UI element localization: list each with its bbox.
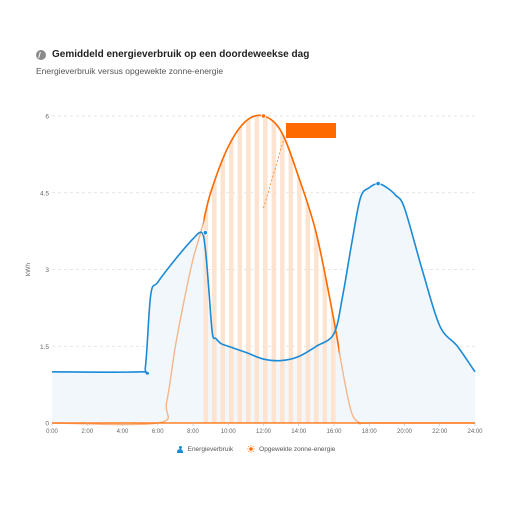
legend-item-solar[interactable]: Opgewekte zonne-energie	[247, 445, 335, 453]
x-tick-label: 18:00	[362, 429, 378, 435]
x-tick-label: 20:00	[397, 429, 413, 435]
y-tick-label: 0	[45, 421, 49, 428]
x-tick-label: 22:00	[432, 429, 448, 435]
x-tick-label: 12:00	[256, 429, 272, 435]
leaf-logo-icon	[36, 49, 46, 60]
tooltip-connector	[263, 136, 285, 209]
x-tick-label: 10:00	[221, 429, 237, 435]
stripe	[305, 116, 311, 423]
solar-marker	[260, 113, 267, 119]
y-tick-label: 4.5	[40, 190, 49, 197]
stripe	[220, 116, 226, 423]
y-tick-label: 6	[45, 114, 49, 121]
consumption-marker	[375, 180, 381, 187]
chart-legend: Energieverbruik Opgewekte zonne-energie	[0, 445, 512, 453]
x-tick-label: 8:00	[187, 429, 199, 435]
sun-icon	[247, 445, 255, 453]
person-icon	[177, 445, 184, 453]
consumption-area	[52, 183, 475, 423]
y-tick-label: 1.5	[40, 344, 49, 351]
chart-header: Gemiddeld energieverbruik op een doordew…	[36, 49, 309, 76]
x-tick-label: 6:00	[152, 429, 164, 435]
chart-title: Gemiddeld energieverbruik op een doordew…	[52, 49, 310, 60]
x-tick-label: 2:00	[81, 429, 93, 435]
legend-label-consumption: Energieverbruik	[187, 445, 234, 453]
stripe	[254, 116, 260, 423]
y-tick-label: 3	[45, 267, 49, 274]
consumption-line	[51, 182, 476, 375]
stripe	[237, 116, 243, 423]
title-row: Gemiddeld energieverbruik op een doordew…	[36, 49, 309, 60]
y-axis-label: kWh	[25, 263, 32, 276]
legend-label-solar: Opgewekte zonne-energie	[259, 445, 336, 453]
solar-line	[203, 114, 340, 357]
stripe	[212, 116, 217, 423]
x-tick-label: 0:00	[46, 429, 58, 435]
x-tick-label: 4:00	[117, 429, 129, 435]
stripe	[297, 116, 302, 423]
x-tick-label: 24:00	[467, 429, 483, 435]
stripe	[280, 116, 285, 423]
tooltip-box	[286, 123, 336, 138]
stripe	[271, 116, 277, 423]
stripe	[246, 116, 251, 423]
stripe	[203, 116, 209, 423]
chart-subtitle: Energieverbruik versus opgewekte zonne-e…	[36, 66, 224, 76]
x-tick-label: 14:00	[291, 429, 307, 435]
legend-item-consumption[interactable]: Energieverbruik	[177, 445, 234, 453]
x-tick-label: 16:00	[326, 429, 342, 435]
stripe	[229, 116, 234, 423]
stripe	[314, 116, 319, 423]
consumption-marker	[202, 230, 208, 236]
stripe	[288, 116, 294, 423]
stripe	[263, 116, 268, 423]
